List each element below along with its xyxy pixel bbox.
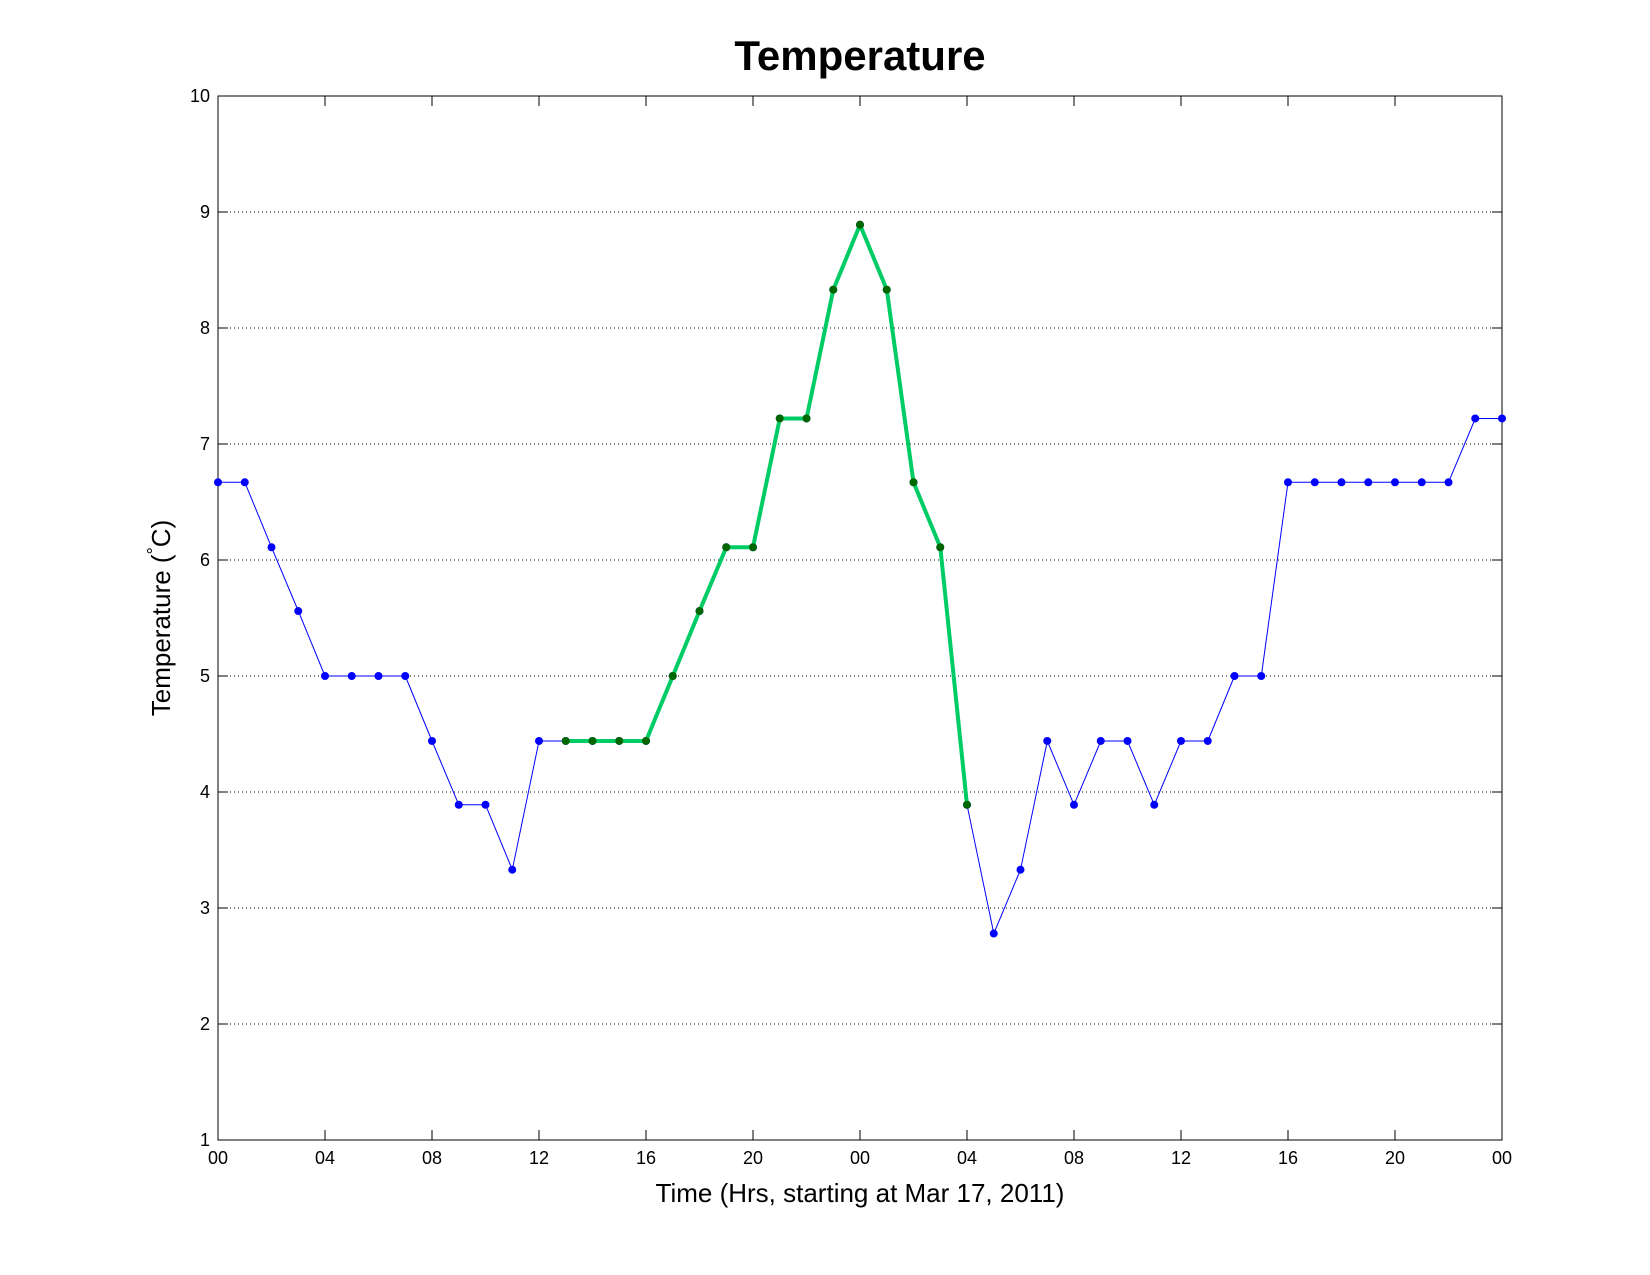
chart-title: Temperature: [734, 32, 985, 79]
series-0-point: [1016, 865, 1025, 874]
series-1-point: [909, 478, 918, 487]
series-0-point: [1417, 478, 1426, 487]
series-0-point: [240, 478, 249, 487]
series-0-point: [1096, 736, 1105, 745]
series-0-point: [267, 543, 276, 552]
series-1-point: [668, 672, 677, 680]
series-0-point: [1257, 672, 1266, 680]
series-0-point: [481, 800, 490, 809]
series-0-point: [1043, 736, 1052, 745]
series-0-point: [989, 929, 998, 938]
data-series: [214, 220, 1506, 938]
x-tick-label: 20: [1385, 1148, 1405, 1168]
series-0-point: [508, 865, 517, 874]
series-0-point: [1203, 736, 1212, 745]
x-tick-label: 20: [743, 1148, 763, 1168]
series-1-point: [722, 543, 731, 552]
series-1-point: [936, 543, 945, 552]
x-tick-label: 00: [1492, 1148, 1512, 1168]
series-1-point: [856, 220, 864, 229]
series-0-point: [1150, 800, 1159, 809]
series-0-point: [401, 672, 410, 680]
series-0-point: [1177, 736, 1185, 745]
y-axis-label-unit: C): [146, 520, 176, 547]
series-1-point: [963, 800, 971, 809]
y-tick-label: 6: [200, 550, 210, 570]
x-tick-label: 00: [208, 1148, 228, 1168]
series-0-point: [214, 478, 222, 487]
series-0-point: [535, 736, 543, 745]
x-tick-label: 16: [1278, 1148, 1298, 1168]
y-tick-label: 1: [200, 1130, 210, 1150]
series-0-point: [1070, 800, 1078, 809]
series-0-point: [1284, 478, 1292, 487]
series-0-point: [1498, 414, 1506, 423]
series-0-point: [1310, 478, 1319, 487]
series-1-point: [882, 285, 891, 294]
y-tick-label: 3: [200, 898, 210, 918]
y-tick-label: 9: [200, 202, 210, 222]
y-tick-label: 2: [200, 1014, 210, 1034]
series-0-point: [1391, 478, 1399, 487]
x-tick-label: 04: [315, 1148, 335, 1168]
series-line-1: [565, 222, 969, 806]
series-0-point: [1230, 672, 1239, 680]
y-tick-label: 8: [200, 318, 210, 338]
series-1-point: [829, 285, 838, 294]
y-tick-label: 5: [200, 666, 210, 686]
series-1-point: [775, 414, 784, 423]
y-tick-label: 10: [190, 86, 210, 106]
y-axis-label-degree: °: [144, 547, 164, 554]
series-0-point: [1337, 478, 1346, 487]
series-1-point: [695, 607, 704, 616]
series-1-point: [802, 414, 811, 423]
series-1-point: [749, 543, 757, 552]
y-tick-label: 4: [200, 782, 210, 802]
series-0-point: [347, 672, 356, 680]
series-0-point: [454, 800, 463, 809]
series-1-point: [615, 736, 624, 745]
series-0-point: [1123, 736, 1132, 745]
series-0-point: [294, 607, 303, 616]
x-tick-label: 00: [850, 1148, 870, 1168]
series-1-point: [588, 736, 597, 745]
x-tick-label: 08: [1064, 1148, 1084, 1168]
series-0-point: [374, 672, 383, 680]
x-tick-label: 12: [1171, 1148, 1191, 1168]
y-tick-label: 7: [200, 434, 210, 454]
x-tick-label: 04: [957, 1148, 977, 1168]
x-tick-label: 16: [636, 1148, 656, 1168]
series-0-point: [321, 672, 329, 680]
y-axis-label-main: Temperature (: [146, 554, 176, 716]
series-0-point: [1471, 414, 1480, 423]
series-1-point: [642, 736, 650, 745]
series-0-point: [1364, 478, 1373, 487]
y-axis-label: Temperature (°C): [144, 520, 176, 716]
series-1-point: [561, 736, 570, 745]
x-axis-label: Time (Hrs, starting at Mar 17, 2011): [656, 1178, 1065, 1208]
series-0-point: [428, 736, 436, 745]
series-0-point: [1444, 478, 1453, 487]
x-tick-label: 08: [422, 1148, 442, 1168]
x-tick-label: 12: [529, 1148, 549, 1168]
